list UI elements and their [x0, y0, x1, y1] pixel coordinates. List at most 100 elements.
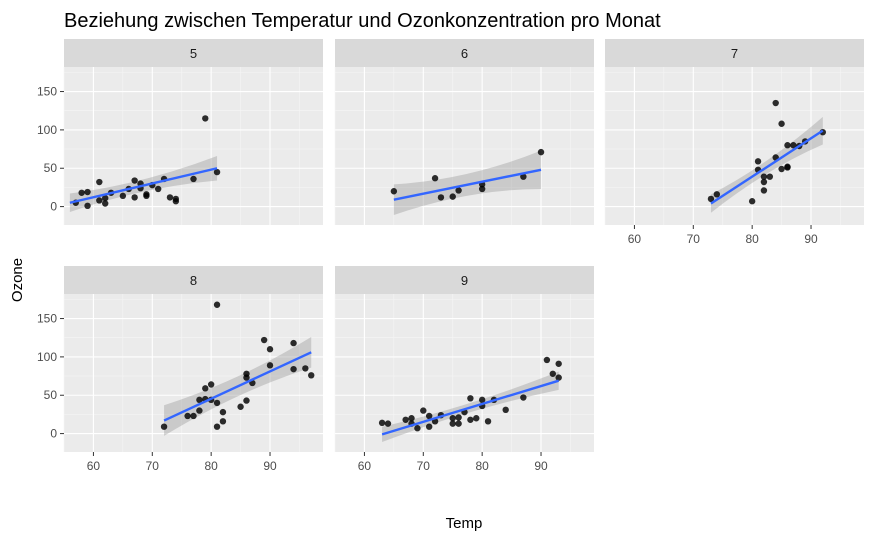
data-point: [484, 418, 492, 425]
data-point: [78, 189, 85, 196]
data-point: [219, 418, 227, 425]
data-point: [213, 399, 221, 407]
x-tick-label: 70: [687, 232, 701, 246]
facet-panel-8: 8: [63, 266, 323, 452]
panel-background: [64, 294, 323, 452]
y-tick-label: 100: [37, 123, 57, 137]
facet-strip: [605, 39, 864, 67]
data-point: [778, 120, 785, 127]
data-point: [414, 425, 421, 432]
x-tick-label: 90: [804, 232, 818, 246]
y-tick-label: 50: [44, 161, 58, 175]
data-point: [202, 385, 209, 392]
data-point: [707, 195, 715, 203]
data-point: [384, 420, 392, 427]
x-axis-title: Temp: [446, 515, 483, 532]
data-point: [543, 356, 551, 364]
data-point: [748, 198, 756, 205]
data-point: [520, 173, 527, 180]
x-tick-label: 90: [534, 459, 548, 473]
data-point: [290, 339, 297, 347]
facet-panel-9: 9: [334, 266, 594, 452]
data-point: [290, 365, 297, 373]
facet-panels: 5 6 7 8 9: [63, 39, 864, 452]
x-tick-label: 60: [628, 232, 642, 246]
confidence-band: [393, 150, 542, 216]
data-point: [520, 394, 527, 401]
data-point: [119, 192, 127, 200]
data-point: [760, 187, 768, 194]
y-tick-label: 150: [37, 85, 57, 99]
data-point: [420, 407, 427, 414]
data-point: [213, 423, 221, 430]
data-point: [202, 115, 209, 122]
chart-title: Beziehung zwischen Temperatur und Ozonko…: [64, 10, 661, 32]
data-point: [754, 158, 762, 165]
x-tick-label: 70: [417, 459, 431, 473]
panel-background: [605, 67, 864, 225]
y-tick-label: 0: [50, 427, 57, 441]
data-point: [760, 173, 768, 180]
facet-strip: [64, 39, 323, 67]
data-point: [455, 187, 462, 194]
data-point: [260, 336, 268, 344]
regression-line: [393, 168, 542, 201]
data-point: [131, 194, 138, 201]
data-point: [425, 423, 433, 430]
data-point: [96, 178, 103, 186]
x-tick-label: 80: [745, 232, 759, 246]
data-point: [84, 202, 91, 210]
y-axis-title: Ozone: [9, 258, 26, 302]
data-point: [172, 195, 180, 203]
x-tick-label: 80: [475, 459, 489, 473]
data-point: [431, 175, 439, 182]
regression-line: [710, 129, 824, 205]
facet-panel-5: 5: [63, 39, 323, 225]
data-point: [478, 185, 486, 193]
facet-strip: [335, 39, 594, 67]
data-point: [437, 194, 445, 201]
x-tick-label: 60: [358, 459, 372, 473]
x-tick-label: 80: [204, 459, 218, 473]
facet-strip: [335, 266, 594, 294]
confidence-band: [710, 116, 823, 213]
data-point: [390, 188, 398, 195]
data-point: [549, 370, 556, 377]
data-point: [219, 408, 227, 416]
data-point: [425, 412, 433, 420]
data-point: [131, 177, 138, 184]
data-point: [555, 360, 562, 367]
data-point: [555, 374, 562, 381]
data-point: [772, 99, 779, 107]
data-point: [102, 200, 109, 207]
data-point: [207, 381, 215, 388]
data-point: [213, 301, 221, 308]
data-point: [184, 412, 191, 420]
data-point: [790, 142, 797, 149]
data-point: [502, 406, 509, 414]
x-tick-label: 70: [146, 459, 160, 473]
x-tick-label: 60: [87, 459, 101, 473]
data-point: [84, 188, 91, 196]
facet-strip-label: 9: [461, 273, 468, 288]
regression-line: [163, 351, 312, 422]
axes: 0 50 100 150 60 70 80 90 0 50 100 150 60 70 80 90 60 70 80…: [37, 85, 818, 473]
x-tick-label: 90: [263, 459, 277, 473]
data-point: [266, 346, 274, 353]
data-point: [713, 191, 721, 198]
data-point: [467, 416, 474, 423]
data-point: [196, 407, 203, 414]
data-point: [308, 372, 315, 379]
data-point: [449, 420, 456, 427]
data-point: [190, 175, 197, 183]
data-point: [196, 396, 203, 404]
data-point: [213, 168, 221, 176]
data-point: [537, 148, 545, 156]
facet-strip-label: 8: [190, 273, 197, 288]
facet-panel-6: 6: [334, 39, 594, 225]
data-point: [473, 415, 480, 422]
regression-line: [69, 167, 218, 204]
data-point: [143, 191, 150, 198]
data-point: [96, 197, 103, 204]
facet-panel-7: 7: [604, 39, 864, 225]
